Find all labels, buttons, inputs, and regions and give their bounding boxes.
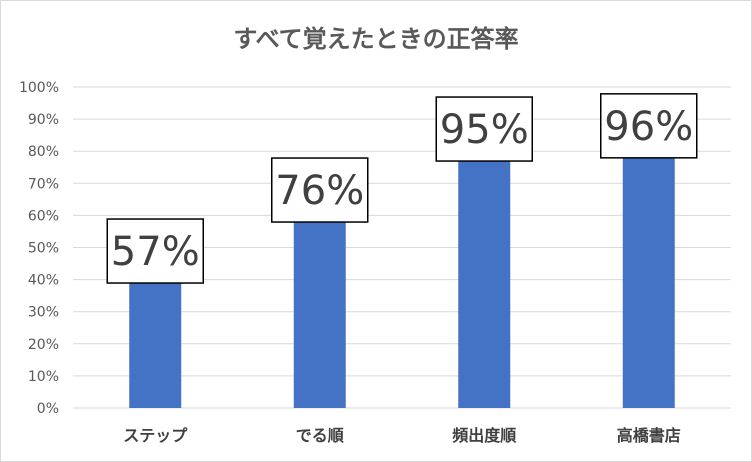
data-label-text: 95%	[440, 107, 529, 153]
y-tick-label: 0%	[37, 401, 59, 417]
category-label: ステップ	[123, 426, 188, 445]
y-axis-ticks: 0% 10% 20% 30% 40% 50% 60% 70% 80% 90% 100%	[19, 80, 59, 417]
y-tick-label: 50%	[28, 241, 59, 257]
category-label: でる順	[296, 426, 345, 445]
data-label: 95%	[435, 96, 533, 162]
data-label-text: 57%	[111, 229, 200, 275]
data-label-text: 96%	[604, 104, 693, 150]
y-tick-label: 90%	[28, 112, 59, 128]
data-label-box	[106, 218, 204, 284]
category-label: 頻出度順	[452, 426, 517, 445]
data-labels: 57% 76% 95% 96%	[106, 93, 698, 284]
data-label: 57%	[106, 218, 204, 284]
y-tick-label: 80%	[28, 144, 59, 160]
y-tick-label: 20%	[28, 337, 59, 353]
bars	[129, 99, 675, 409]
data-label: 76%	[271, 157, 369, 223]
data-label-text: 76%	[275, 168, 364, 214]
data-label: 96%	[600, 93, 698, 159]
chart-title: すべて覚えたときの正答率	[233, 25, 519, 53]
category-labels: ステップ でる順 頻出度順 高橋書店	[123, 426, 681, 445]
y-tick-label: 40%	[28, 273, 59, 289]
data-label-box	[600, 93, 698, 159]
y-tick-label: 60%	[28, 208, 59, 224]
category-label: 高橋書店	[617, 426, 681, 445]
y-tick-label: 10%	[28, 369, 59, 385]
y-tick-label: 30%	[28, 305, 59, 321]
data-label-box	[271, 157, 369, 223]
y-tick-label: 100%	[19, 80, 59, 96]
y-tick-label: 70%	[28, 176, 59, 192]
data-label-box	[435, 96, 533, 162]
